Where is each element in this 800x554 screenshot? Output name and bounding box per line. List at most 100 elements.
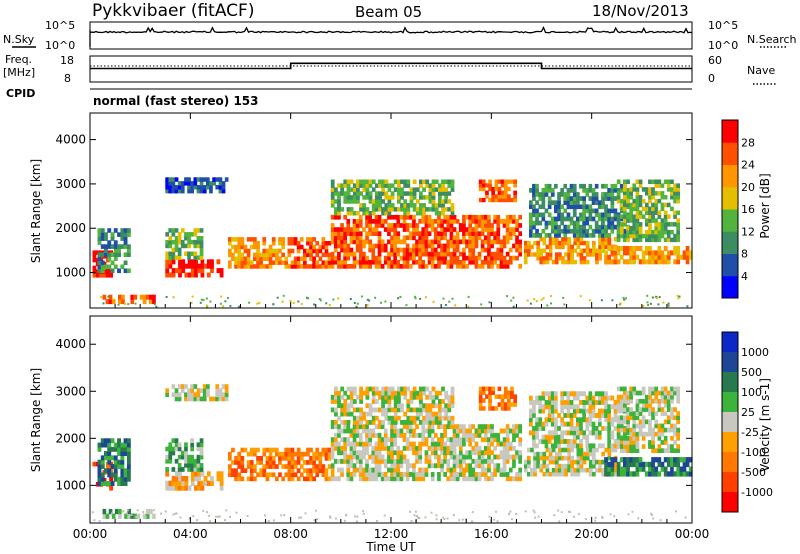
echo-cell bbox=[478, 390, 483, 395]
echo-cell bbox=[121, 294, 125, 300]
echo-cell bbox=[462, 251, 466, 257]
echo-cell bbox=[412, 187, 417, 192]
echo-cell bbox=[306, 237, 310, 242]
scatter-cell bbox=[191, 295, 194, 298]
echo-cell bbox=[399, 255, 404, 261]
scatter-cell bbox=[540, 298, 543, 301]
echo-cell bbox=[449, 219, 454, 224]
echo-cell bbox=[221, 188, 226, 194]
echo-cell bbox=[97, 260, 102, 266]
echo-cell bbox=[396, 247, 401, 253]
echo-cell bbox=[654, 250, 659, 256]
scatter-cell bbox=[281, 300, 284, 303]
echo-cell bbox=[563, 183, 568, 189]
echo-cell bbox=[446, 243, 451, 249]
echo-cell bbox=[541, 204, 546, 210]
echo-cell bbox=[107, 472, 112, 478]
echo-cell bbox=[190, 185, 194, 190]
echo-cell bbox=[97, 459, 102, 465]
echo-cell bbox=[362, 424, 366, 430]
echo-cell bbox=[619, 427, 624, 433]
echo-cell bbox=[547, 233, 552, 238]
echo-cell bbox=[623, 466, 627, 472]
echo-cell bbox=[368, 420, 373, 425]
echo-cell bbox=[532, 220, 536, 226]
echo-cell bbox=[440, 424, 444, 430]
colorbar-tick-label: 16 bbox=[741, 203, 755, 216]
echo-cell bbox=[510, 197, 514, 203]
echo-cell bbox=[409, 199, 414, 204]
echo-cell bbox=[281, 252, 285, 258]
echo-cell bbox=[422, 386, 426, 392]
scatter-cell bbox=[676, 294, 679, 297]
scatter-cell bbox=[467, 305, 470, 308]
echo-cell bbox=[508, 247, 513, 253]
echo-cell bbox=[607, 430, 611, 436]
echo-cell bbox=[368, 211, 373, 216]
echo-cell bbox=[673, 461, 677, 468]
echo-cell bbox=[246, 476, 251, 482]
echo-cell bbox=[685, 259, 690, 265]
echo-cell bbox=[545, 447, 550, 453]
echo-cell bbox=[427, 223, 432, 228]
scatter-cell bbox=[130, 514, 133, 517]
echo-cell bbox=[412, 450, 416, 456]
echo-cell bbox=[400, 207, 404, 212]
echo-cell bbox=[462, 247, 466, 253]
echo-cell bbox=[97, 264, 102, 270]
echo-cell bbox=[206, 480, 211, 486]
echo-cell bbox=[499, 450, 504, 456]
echo-cell bbox=[184, 480, 189, 486]
echo-cell bbox=[377, 219, 382, 224]
echo-cell bbox=[507, 398, 511, 403]
echo-cell bbox=[212, 181, 216, 186]
echo-cell bbox=[194, 259, 198, 265]
echo-cell bbox=[399, 428, 404, 434]
echo-cell bbox=[490, 428, 494, 434]
echo-cell bbox=[224, 392, 229, 398]
echo-cell bbox=[396, 450, 401, 456]
echo-cell bbox=[673, 187, 677, 192]
echo-cell bbox=[496, 223, 501, 228]
echo-cell bbox=[560, 404, 564, 410]
echo-cell bbox=[441, 407, 445, 413]
echo-cell bbox=[374, 463, 379, 469]
echo-cell bbox=[412, 235, 416, 241]
scatter-cell bbox=[256, 302, 259, 305]
echo-cell bbox=[557, 200, 561, 205]
echo-cell bbox=[570, 252, 574, 257]
echo-cell bbox=[645, 431, 649, 437]
scatter-cell bbox=[405, 304, 408, 307]
echo-cell bbox=[452, 432, 457, 438]
echo-cell bbox=[412, 386, 417, 392]
echo-cell bbox=[610, 430, 615, 436]
echo-cell bbox=[597, 228, 602, 234]
echo-cell bbox=[452, 259, 457, 265]
scatter-cell bbox=[657, 303, 660, 306]
echo-cell bbox=[409, 203, 414, 208]
echo-cell bbox=[560, 188, 564, 193]
echo-cell bbox=[500, 394, 505, 399]
echo-cell bbox=[641, 436, 646, 441]
echo-cell bbox=[393, 411, 398, 417]
echo-cell bbox=[340, 403, 345, 409]
echo-cell bbox=[660, 431, 665, 437]
echo-cell bbox=[508, 227, 513, 232]
power-y-label: Slant Range [km] bbox=[29, 159, 43, 263]
echo-cell bbox=[393, 399, 398, 404]
echo-cell bbox=[443, 450, 447, 456]
y-tick-label: 4000 bbox=[55, 337, 86, 351]
scatter-cell bbox=[549, 295, 552, 297]
echo-cell bbox=[676, 187, 680, 192]
echo-cell bbox=[371, 187, 376, 192]
echo-cell bbox=[321, 468, 326, 473]
echo-cell bbox=[149, 294, 153, 300]
echo-cell bbox=[505, 227, 510, 232]
echo-cell bbox=[462, 259, 466, 265]
echo-cell bbox=[355, 441, 360, 447]
echo-cell bbox=[365, 420, 370, 425]
echo-cell bbox=[431, 199, 436, 204]
echo-cell bbox=[557, 413, 561, 418]
echo-cell bbox=[626, 259, 630, 265]
echo-cell bbox=[623, 222, 627, 227]
